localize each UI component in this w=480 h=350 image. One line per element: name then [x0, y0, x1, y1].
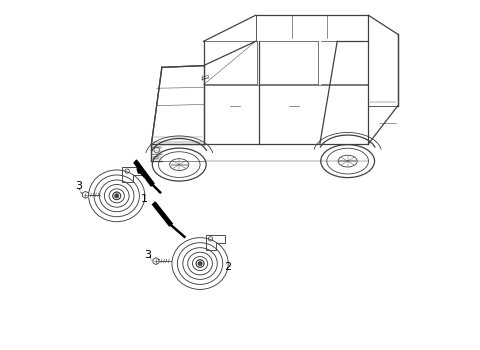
Polygon shape	[134, 160, 154, 186]
Polygon shape	[153, 258, 159, 265]
Text: 2: 2	[224, 262, 231, 272]
Polygon shape	[83, 191, 88, 198]
Circle shape	[198, 261, 202, 266]
Polygon shape	[153, 202, 172, 226]
Text: 1: 1	[141, 194, 148, 204]
Text: 3: 3	[144, 250, 152, 260]
Text: 3: 3	[75, 181, 83, 191]
Circle shape	[115, 194, 119, 198]
